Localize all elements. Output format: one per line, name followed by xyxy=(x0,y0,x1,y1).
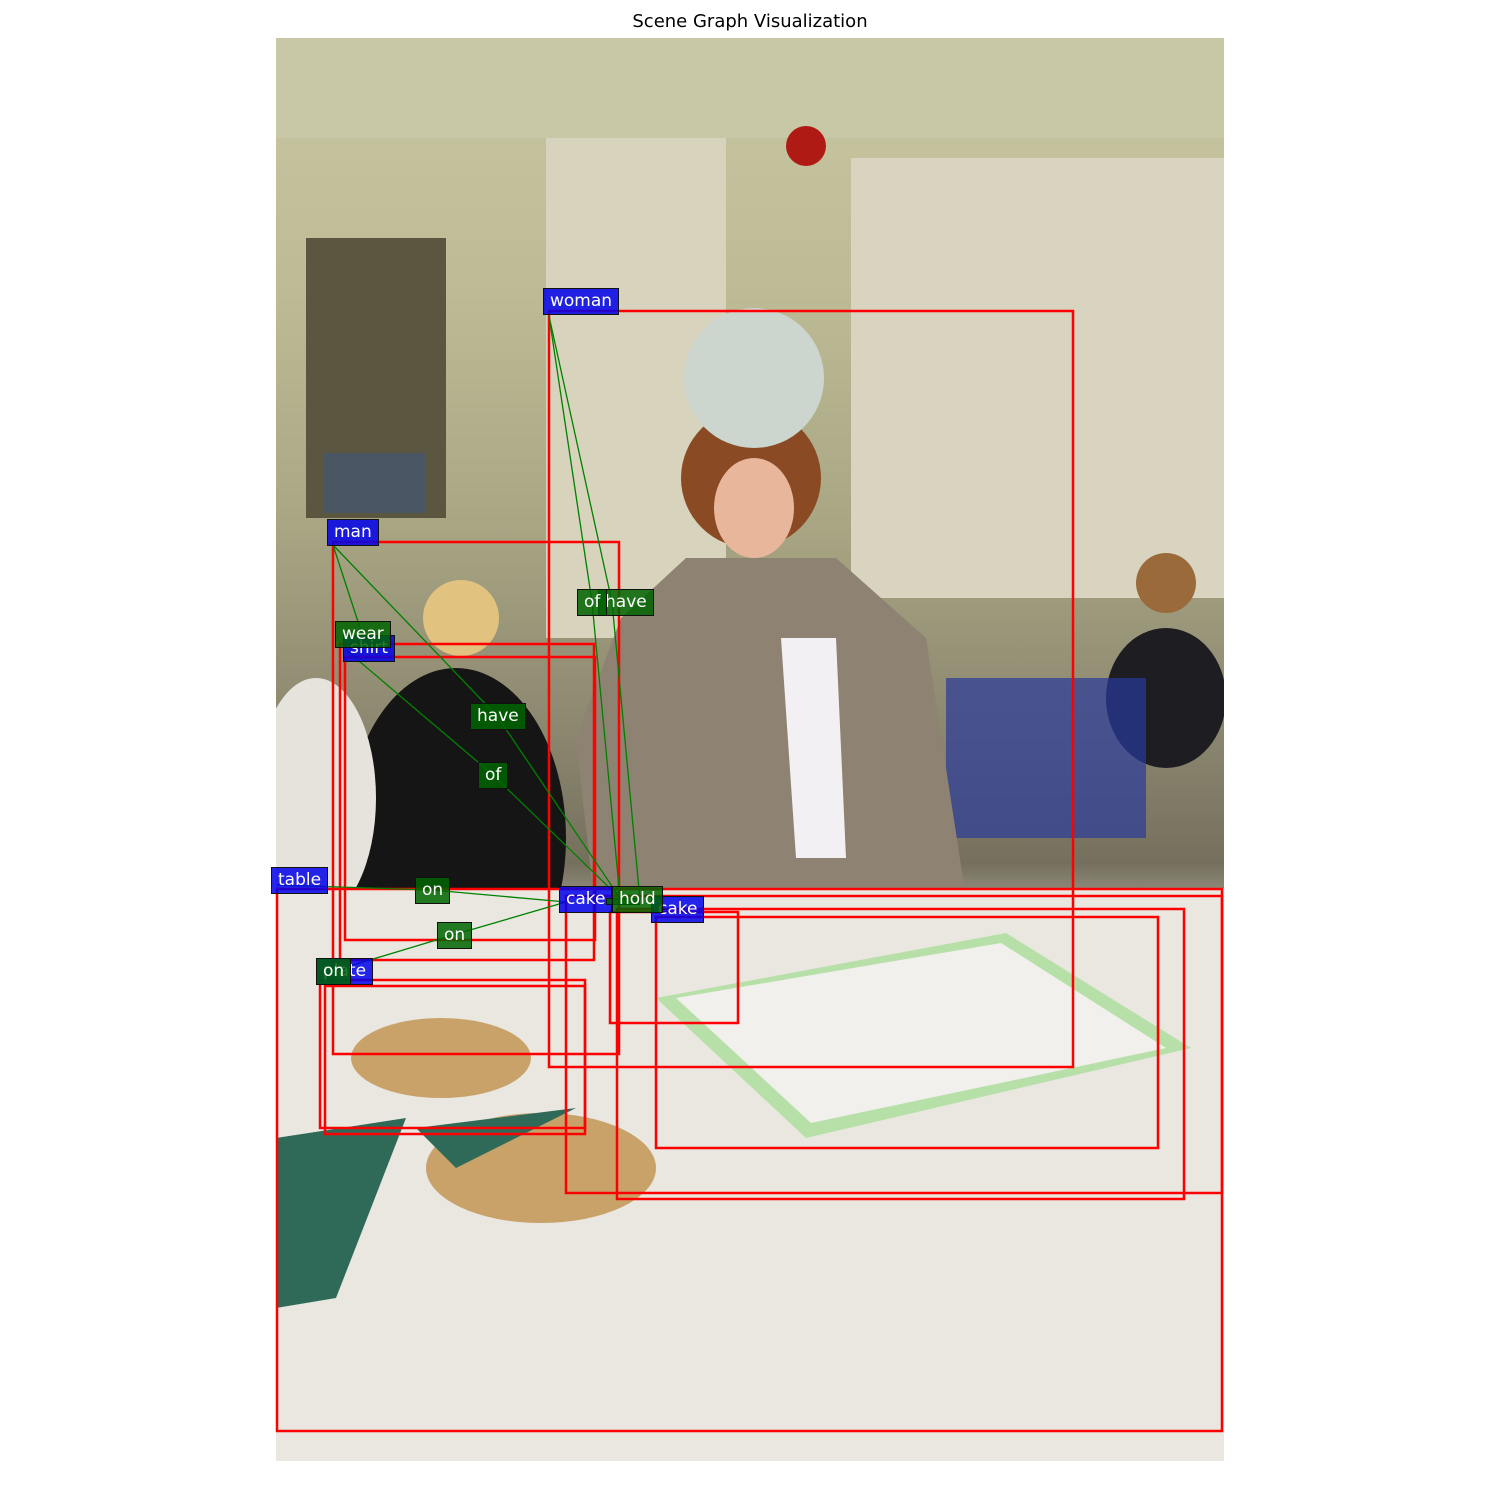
bbox-table xyxy=(275,887,1224,1433)
object-label-cake: cake xyxy=(559,886,613,913)
edge-of-cake-2 xyxy=(491,773,621,899)
bbox-plate-2 xyxy=(323,984,587,1136)
relation-label-on-plate: on xyxy=(316,958,352,985)
edge-woman-of xyxy=(548,315,593,603)
object-label-table: table xyxy=(271,867,329,894)
object-label-man: man xyxy=(327,519,379,546)
relation-label-of-shirt: of xyxy=(478,762,509,789)
object-label-woman: woman xyxy=(543,288,620,315)
edge-of-cake xyxy=(591,601,621,899)
bbox-shirt-2 xyxy=(343,655,597,942)
relation-label-wear: wear xyxy=(335,621,391,648)
edge-man-wear xyxy=(332,544,363,635)
relation-label-of-woman: of xyxy=(577,589,608,616)
figure-title: Scene Graph Visualization xyxy=(632,11,868,32)
edge-on-cake xyxy=(431,889,567,903)
relation-label-have-man: have xyxy=(470,703,526,730)
relation-label-on-cake: on xyxy=(437,922,473,949)
edge-man-have xyxy=(332,544,498,717)
scene-photo-illustration xyxy=(276,38,1224,1461)
edge-woman-have xyxy=(548,315,613,603)
bbox-cake xyxy=(564,894,1224,1195)
relation-label-on-table: on xyxy=(415,877,451,904)
bbox-cake-2 xyxy=(615,907,1186,1201)
bbox-man xyxy=(331,540,621,1056)
edge-have-cake xyxy=(611,601,641,901)
scene-photo xyxy=(276,38,1224,1461)
relation-label-hold: hold xyxy=(612,886,663,913)
bbox-cake-3 xyxy=(654,915,1160,1150)
edge-have-cake-2 xyxy=(496,715,621,899)
bbox-knife xyxy=(608,910,740,1025)
bbox-woman xyxy=(547,309,1075,1069)
edge-shirt-of xyxy=(345,649,493,775)
